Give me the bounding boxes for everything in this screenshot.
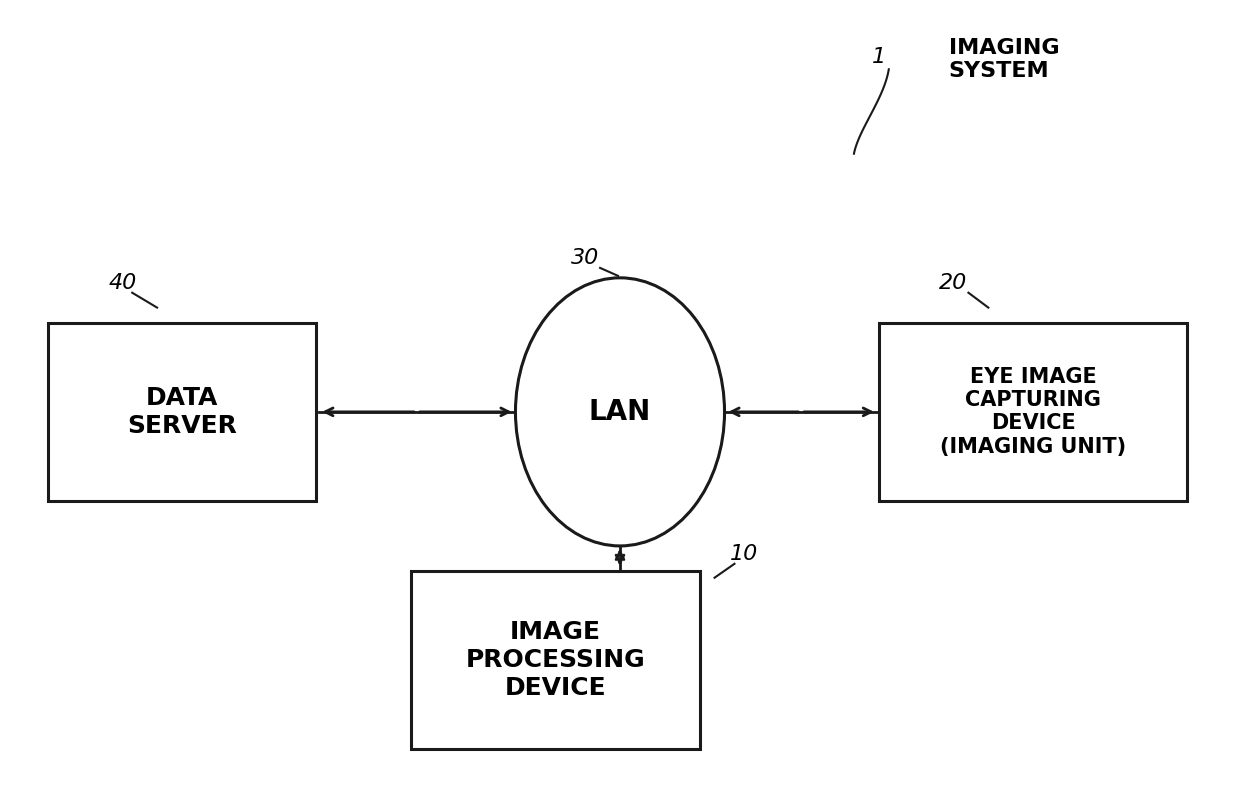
Ellipse shape: [516, 278, 724, 546]
Bar: [410, 571, 699, 749]
Text: 40: 40: [108, 273, 136, 293]
Text: LAN: LAN: [589, 398, 651, 426]
Bar: [879, 323, 1188, 501]
Text: 20: 20: [940, 273, 967, 293]
Text: 1: 1: [872, 47, 885, 68]
Text: IMAGING
SYSTEM: IMAGING SYSTEM: [949, 38, 1059, 81]
Text: DATA
SERVER: DATA SERVER: [126, 386, 237, 438]
Text: IMAGE
PROCESSING
DEVICE: IMAGE PROCESSING DEVICE: [465, 620, 645, 700]
Text: EYE IMAGE
CAPTURING
DEVICE
(IMAGING UNIT): EYE IMAGE CAPTURING DEVICE (IMAGING UNIT…: [940, 367, 1126, 456]
Text: 30: 30: [572, 248, 599, 268]
Text: 10: 10: [730, 544, 759, 563]
Bar: [47, 323, 316, 501]
